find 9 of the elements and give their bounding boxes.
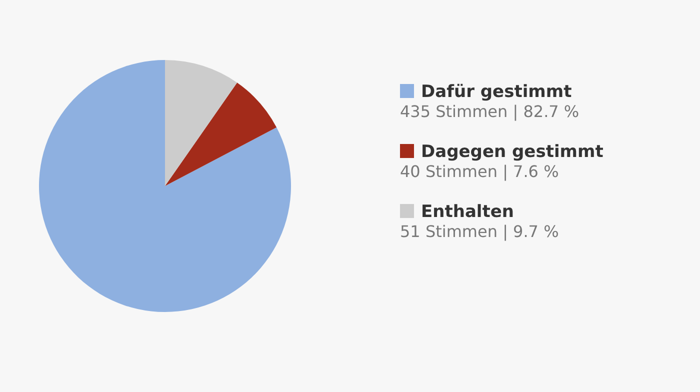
data-label: 40 Stimmen | 7.6 %	[400, 162, 559, 181]
data-label: 435 Stimmen | 82.7 %	[400, 102, 580, 121]
data-label: 51 Stimmen | 9.7 %	[400, 222, 559, 241]
pie-slice	[165, 82, 277, 186]
pie-slice	[165, 60, 238, 186]
legend-label: Dafür gestimmt	[421, 82, 572, 102]
pie-slice	[39, 60, 291, 312]
legend-label: Dagegen gestimmt	[421, 142, 604, 162]
legend-label: Enthalten	[421, 202, 514, 222]
